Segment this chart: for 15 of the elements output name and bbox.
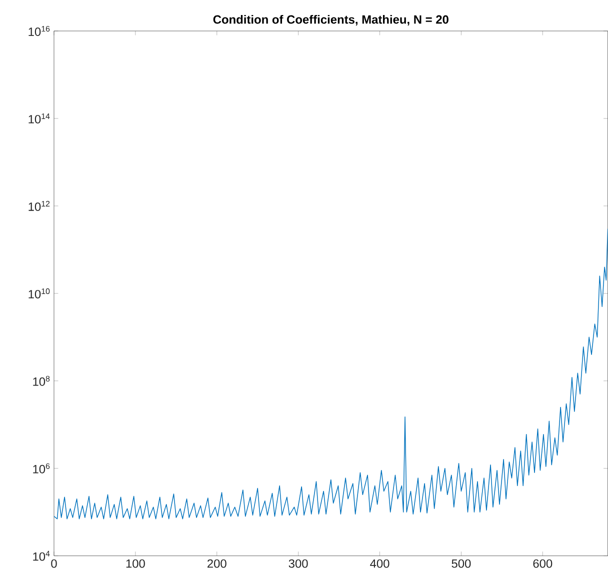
x-tick-label: 600	[533, 559, 552, 568]
x-tick-label: 400	[370, 559, 390, 568]
y-tick-label: 10$^{14}$	[28, 114, 50, 124]
y-tick-label: 10$^{4}$	[33, 550, 50, 561]
x-tick-label: 200	[207, 559, 226, 568]
chart-title: Condition of Coefficients, Mathieu, N = 20	[213, 15, 448, 26]
y-tick-label: 10$^{6}$	[33, 463, 50, 474]
y-tick-label: 10$^{12}$	[28, 201, 50, 212]
x-tick-label: 0	[51, 559, 57, 568]
y-tick-label: 10$^{10}$	[28, 288, 50, 298]
x-tick-label: 300	[288, 559, 308, 568]
y-tick-label: 10$^{8}$	[33, 376, 50, 386]
y-tick-label: 10$^{16}$	[28, 26, 50, 36]
x-tick-label: 500	[452, 559, 471, 568]
x-tick-label: 100	[126, 559, 145, 568]
